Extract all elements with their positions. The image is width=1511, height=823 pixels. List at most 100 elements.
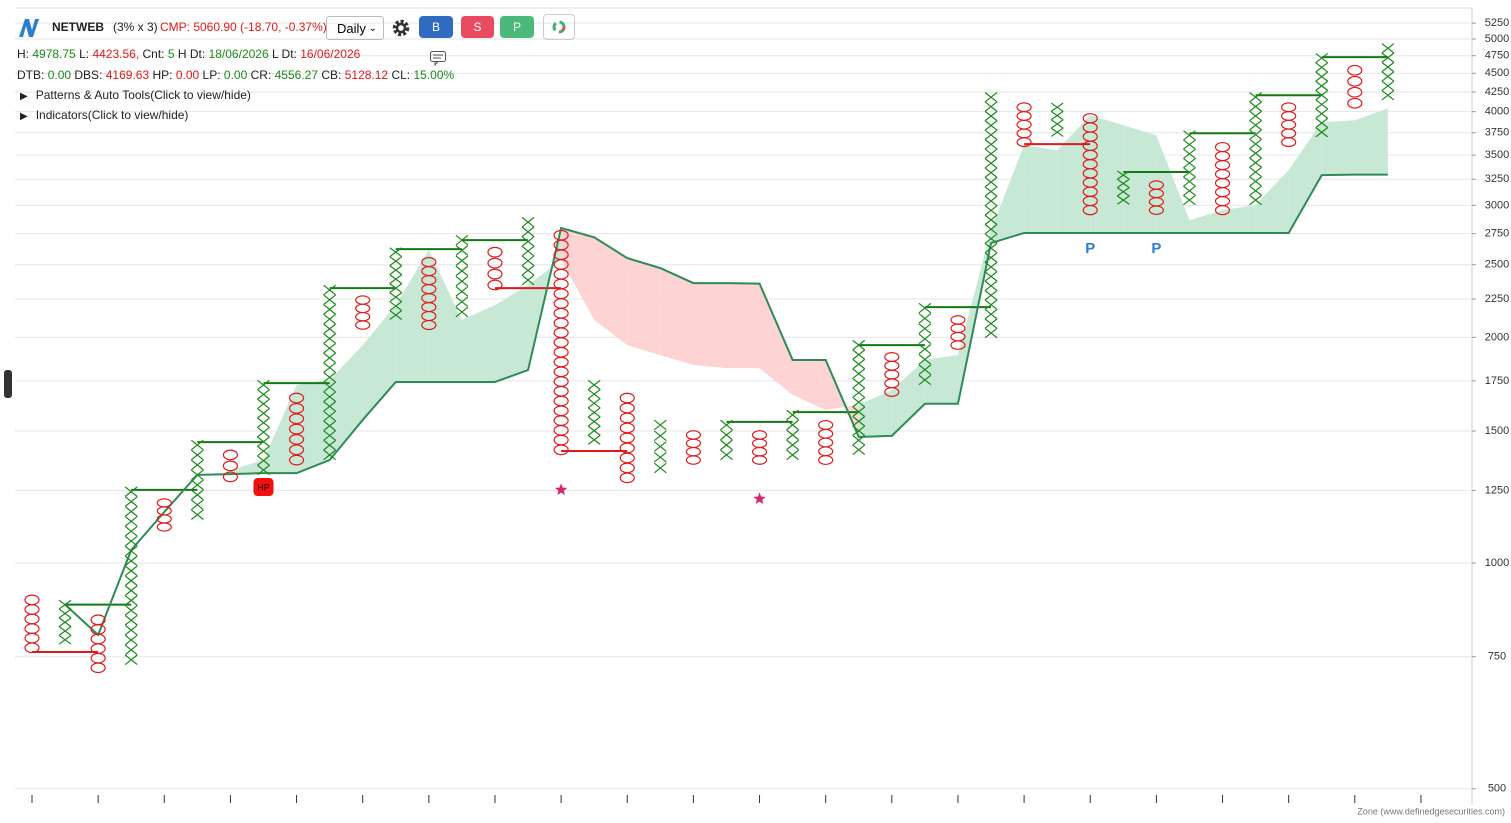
comment-icon[interactable]	[429, 50, 447, 66]
x-box	[918, 343, 932, 355]
x-box	[984, 120, 998, 131]
x-column	[124, 486, 138, 666]
x-box	[1381, 80, 1395, 92]
star-marker	[554, 483, 568, 496]
o-box	[222, 460, 239, 472]
o-box	[619, 412, 635, 424]
o-box	[884, 369, 900, 380]
x-box	[323, 284, 337, 296]
x-box	[455, 286, 469, 297]
o-box	[619, 432, 635, 444]
x-box	[1050, 119, 1064, 129]
x-box	[455, 245, 469, 256]
trend-line	[64, 173, 1388, 637]
x-box	[323, 410, 337, 422]
o-box	[1214, 169, 1231, 180]
x-box	[1249, 101, 1262, 112]
x-box	[786, 409, 799, 421]
o-column	[487, 246, 503, 291]
x-box	[521, 265, 535, 276]
info-value: 15.00%	[413, 68, 455, 82]
o-box	[553, 337, 569, 348]
cloud	[1024, 144, 1058, 233]
info-label: L Dt:	[271, 47, 297, 61]
x-box	[58, 626, 72, 636]
cloud	[924, 355, 958, 404]
cloud	[726, 283, 760, 369]
x-box	[720, 439, 733, 451]
x-box	[852, 425, 866, 436]
x-box	[918, 323, 932, 334]
cloud	[693, 283, 727, 369]
info-label: DBS:	[74, 68, 103, 82]
o-box	[1281, 128, 1297, 139]
p-button[interactable]: P	[500, 16, 534, 38]
x-box	[323, 381, 337, 393]
x-box	[455, 265, 469, 277]
o-box	[288, 444, 305, 456]
x-column	[1116, 170, 1130, 205]
o-column	[818, 420, 834, 466]
info-label: LP:	[202, 68, 221, 82]
o-column	[884, 352, 900, 397]
x-box	[257, 426, 270, 438]
cloud	[428, 250, 462, 382]
buy-button[interactable]: B	[419, 16, 453, 38]
y-tick-label: 2750	[1485, 228, 1509, 240]
info-value: 16/06/2026	[300, 47, 361, 61]
x-box	[257, 417, 270, 428]
cloud	[329, 345, 363, 461]
x-box	[190, 489, 204, 501]
x-box	[323, 391, 337, 402]
side-handle[interactable]	[4, 370, 12, 398]
o-column	[1281, 102, 1297, 148]
info-value: 0.00	[175, 68, 200, 82]
o-box	[156, 522, 172, 532]
timeframe-select[interactable]: Daily ⌄	[326, 16, 384, 40]
y-tick-label: 4750	[1485, 50, 1509, 62]
o-box	[950, 323, 966, 334]
x-box	[323, 323, 337, 335]
cloud	[660, 268, 694, 366]
x-box	[124, 535, 138, 547]
x-box	[984, 101, 998, 112]
o-box	[1347, 75, 1363, 87]
indicators-toggle[interactable]: Indicators(Click to view/hide)	[20, 108, 189, 122]
x-box	[521, 274, 535, 286]
x-box	[190, 479, 204, 491]
sell-button[interactable]: S	[461, 16, 494, 38]
logo	[19, 19, 39, 37]
o-box	[884, 378, 900, 389]
pattern-label: P	[1085, 240, 1095, 257]
o-box	[818, 446, 834, 457]
o-box	[288, 433, 305, 445]
patterns-toggle[interactable]: Patterns & Auto Tools(Click to view/hide…	[20, 88, 251, 102]
cloud	[263, 384, 297, 474]
x-box	[587, 434, 601, 445]
x-box	[786, 449, 799, 461]
x-box	[323, 430, 337, 441]
cloud	[561, 228, 595, 320]
x-box	[984, 242, 998, 254]
x-box	[587, 379, 601, 391]
o-box	[1214, 159, 1231, 171]
ring-button[interactable]	[543, 14, 575, 40]
x-box	[190, 439, 204, 451]
x-box	[190, 469, 204, 481]
cloud	[1321, 120, 1355, 176]
x-box	[984, 299, 998, 310]
x-box	[1315, 62, 1329, 73]
settings-icon[interactable]	[391, 18, 411, 38]
o-box	[553, 376, 569, 387]
o-column	[619, 392, 635, 484]
o-box	[90, 662, 106, 674]
cmp: CMP: 5060.90 (-18.70, -0.37%)	[160, 20, 327, 34]
x-box	[720, 429, 733, 441]
x-column	[720, 419, 733, 461]
o-column	[1016, 102, 1032, 148]
o-box	[288, 454, 305, 466]
cloud	[494, 285, 529, 382]
x-box	[984, 129, 998, 141]
x-box	[323, 352, 337, 364]
x-box	[124, 644, 138, 656]
